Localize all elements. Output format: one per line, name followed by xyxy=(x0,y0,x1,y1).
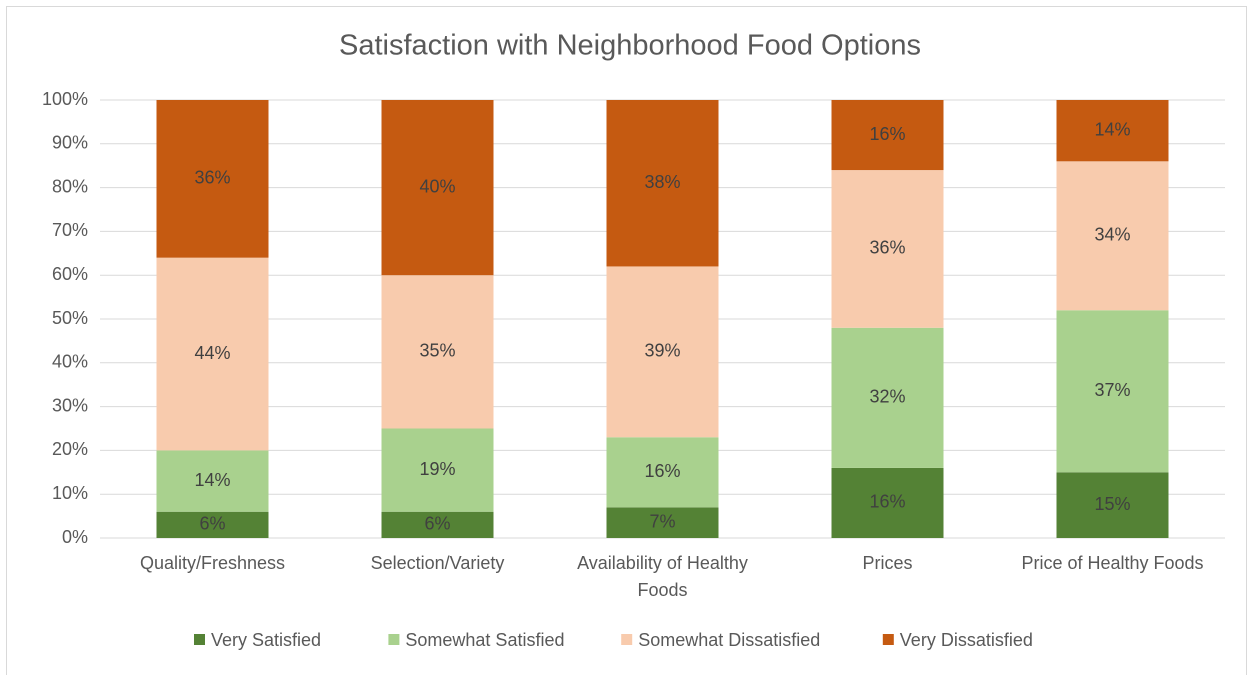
bar-segment xyxy=(1056,310,1169,473)
bar-segment xyxy=(381,511,494,538)
bar-segment xyxy=(156,511,269,538)
x-tick-label: Price of Healthy Foods xyxy=(1021,553,1204,573)
legend-swatch xyxy=(882,634,894,645)
chart-title: Satisfaction with Neighborhood Food Opti… xyxy=(339,30,921,62)
bar-segment xyxy=(381,100,494,276)
data-label: 36% xyxy=(194,168,230,188)
data-label: 16% xyxy=(644,461,680,481)
data-label: 15% xyxy=(1094,494,1130,514)
y-tick-label: 90% xyxy=(52,133,88,153)
data-label: 14% xyxy=(194,470,230,490)
legend-label: Somewhat Satisfied xyxy=(405,630,564,650)
legend-swatch xyxy=(621,634,633,645)
data-label: 39% xyxy=(644,341,680,361)
legend-swatch xyxy=(194,634,205,645)
data-label: 6% xyxy=(199,514,225,534)
bar-segment xyxy=(156,100,269,258)
bar-segment xyxy=(606,266,719,438)
legend-label: Somewhat Dissatisfied xyxy=(638,630,820,650)
x-tick-label: Availability of Healthy Foods xyxy=(577,553,748,600)
data-label: 37% xyxy=(1094,380,1130,400)
bar-segment xyxy=(831,467,944,538)
data-label: 36% xyxy=(869,238,905,258)
bar-segment xyxy=(1056,161,1169,311)
data-label: 32% xyxy=(869,387,905,407)
x-tick-label: Prices xyxy=(862,553,913,573)
bar-segment xyxy=(831,327,944,468)
x-tick-label: Selection/Variety xyxy=(370,553,505,573)
bar-segment xyxy=(606,507,719,538)
y-tick-label: 40% xyxy=(52,352,88,372)
data-label: 34% xyxy=(1094,225,1130,245)
data-label: 19% xyxy=(419,459,455,479)
data-label: 6% xyxy=(424,514,450,534)
y-tick-label: 80% xyxy=(52,176,88,196)
legend-label: Very Satisfied xyxy=(211,630,321,650)
data-label: 44% xyxy=(194,343,230,363)
bar-segment xyxy=(831,100,944,171)
bar-segment xyxy=(831,170,944,328)
data-label: 16% xyxy=(869,492,905,512)
bar-segment xyxy=(381,275,494,429)
y-tick-label: 30% xyxy=(52,395,88,415)
bar-segment xyxy=(606,100,719,267)
y-tick-label: 0% xyxy=(62,527,88,547)
chart-border xyxy=(6,6,1247,675)
y-tick-label: 60% xyxy=(52,264,88,284)
bar-segment xyxy=(1056,472,1169,538)
data-label: 7% xyxy=(649,511,675,531)
y-tick-label: 70% xyxy=(52,220,88,240)
data-label: 38% xyxy=(644,172,680,192)
bar-segment xyxy=(381,428,494,512)
data-label: 14% xyxy=(1094,119,1130,139)
data-label: 16% xyxy=(869,124,905,144)
x-tick-label: Quality/Freshness xyxy=(139,553,286,573)
bar-segment xyxy=(1056,100,1169,162)
bar-segment xyxy=(156,450,269,512)
legend-swatch xyxy=(388,634,400,645)
bar-segment xyxy=(606,437,719,508)
y-tick-label: 20% xyxy=(52,439,88,459)
bar-segment xyxy=(156,257,269,451)
y-tick-label: 50% xyxy=(52,308,88,328)
data-label: 35% xyxy=(419,341,455,361)
legend-label: Very Dissatisfied xyxy=(900,630,1033,650)
data-label: 40% xyxy=(419,176,455,196)
y-tick-label: 100% xyxy=(42,89,88,109)
y-tick-label: 10% xyxy=(52,483,88,503)
